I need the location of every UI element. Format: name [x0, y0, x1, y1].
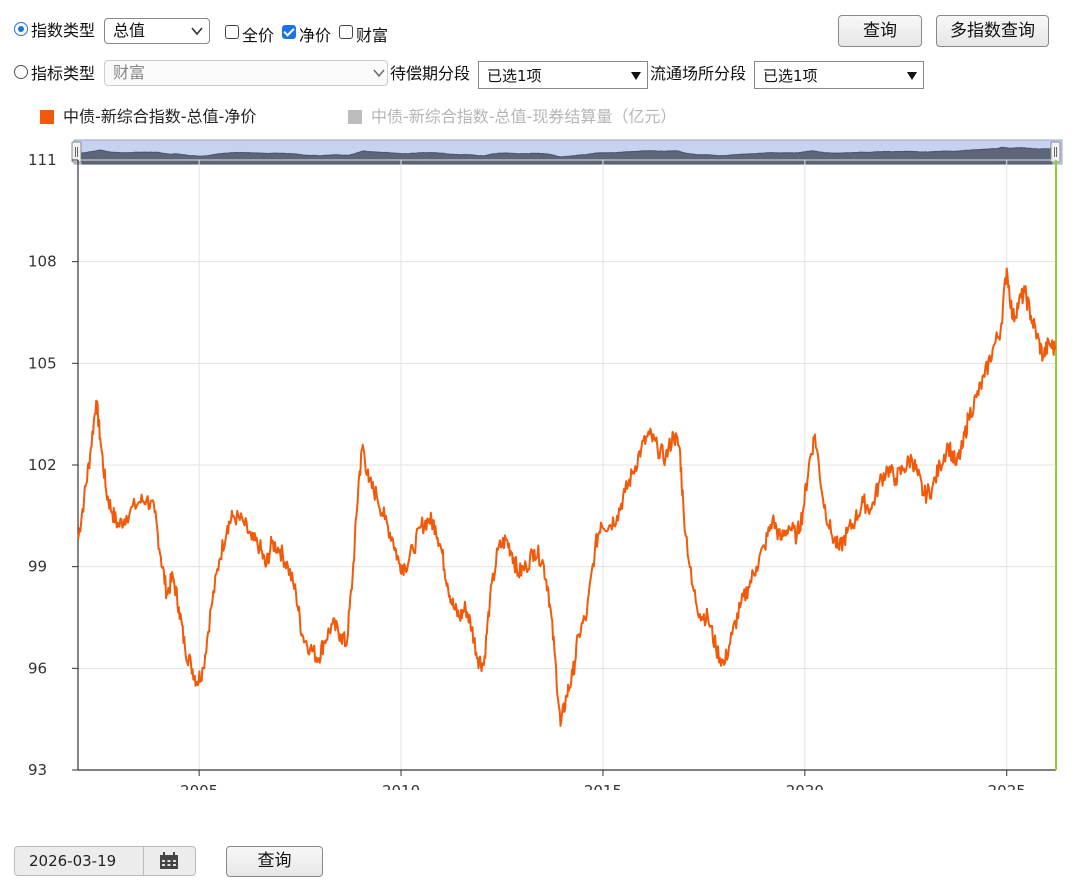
net-price-label: 净价 — [299, 26, 332, 45]
wealth-checkbox[interactable] — [339, 25, 353, 39]
date-divider — [143, 847, 144, 875]
venue-value: 已选1项 — [763, 67, 818, 85]
chevron-down-icon — [191, 27, 203, 36]
index-type-label: 指数类型 — [31, 21, 96, 40]
series-line-net-price — [77, 267, 1057, 727]
index-type-select[interactable]: 总值 — [104, 18, 210, 44]
indicator-type-value: 财富 — [113, 63, 146, 82]
full-price-checkbox[interactable] — [225, 25, 239, 39]
x-tick-label: 2020 — [786, 782, 824, 790]
venue-select[interactable]: 已选1项 — [754, 61, 924, 89]
date-picker[interactable]: 2026-03-19 — [14, 846, 196, 876]
calendar-icon[interactable] — [159, 852, 179, 870]
legend-swatch-settlement[interactable] — [348, 110, 362, 124]
navigator-handle-left — [71, 141, 82, 163]
indicator-type-select[interactable]: 财富 — [104, 60, 388, 86]
index-type-radio[interactable] — [14, 22, 28, 36]
venue-label: 流通场所分段 — [650, 64, 747, 83]
y-tick-label: 93 — [28, 761, 47, 779]
y-tick-label: 108 — [28, 253, 57, 271]
x-tick-label: 2015 — [584, 782, 622, 790]
x-axis: 2005 2010 2015 2020 2025 — [77, 160, 1056, 790]
y-tick-label: 111 — [28, 151, 57, 169]
date-value: 2026-03-19 — [29, 852, 117, 870]
net-price-checkbox[interactable] — [282, 25, 296, 39]
legend-swatch-net-price[interactable] — [40, 110, 54, 124]
legend-item-net-price[interactable]: 中债-新综合指数-总值-净价 — [63, 107, 257, 126]
y-tick-label: 102 — [28, 456, 57, 474]
full-price-label: 全价 — [242, 26, 275, 45]
line-chart: 93 96 99 102 105 108 111 2005 2010 2015 2020 2025 — [28, 139, 1063, 790]
maturity-label: 待偿期分段 — [390, 64, 471, 83]
y-tick-label: 96 — [28, 659, 47, 677]
maturity-select[interactable]: 已选1项 — [478, 61, 648, 89]
y-tick-label: 99 — [28, 558, 47, 576]
index-type-value: 总值 — [113, 21, 146, 40]
maturity-value: 已选1项 — [487, 67, 542, 85]
x-tick-label: 2005 — [180, 782, 218, 790]
navigator-handle-right — [1050, 141, 1061, 163]
y-tick-label: 105 — [28, 354, 57, 372]
triangle-down-icon — [631, 72, 641, 80]
query-button[interactable]: 查询 — [838, 15, 922, 47]
triangle-down-icon — [907, 72, 917, 80]
series-layer — [77, 160, 1057, 770]
legend-item-settlement[interactable]: 中债-新综合指数-总值-现券结算量（亿元） — [371, 107, 677, 126]
bottom-query-button[interactable]: 查询 — [226, 846, 323, 877]
y-axis: 93 96 99 102 105 108 111 — [28, 151, 78, 779]
indicator-type-label: 指标类型 — [31, 64, 96, 83]
chevron-down-icon — [373, 69, 385, 78]
indicator-type-radio[interactable] — [14, 65, 28, 79]
wealth-label: 财富 — [356, 26, 389, 45]
x-tick-label: 2025 — [988, 782, 1026, 790]
multi-index-query-button[interactable]: 多指数查询 — [936, 15, 1049, 47]
x-tick-label: 2010 — [382, 782, 420, 790]
